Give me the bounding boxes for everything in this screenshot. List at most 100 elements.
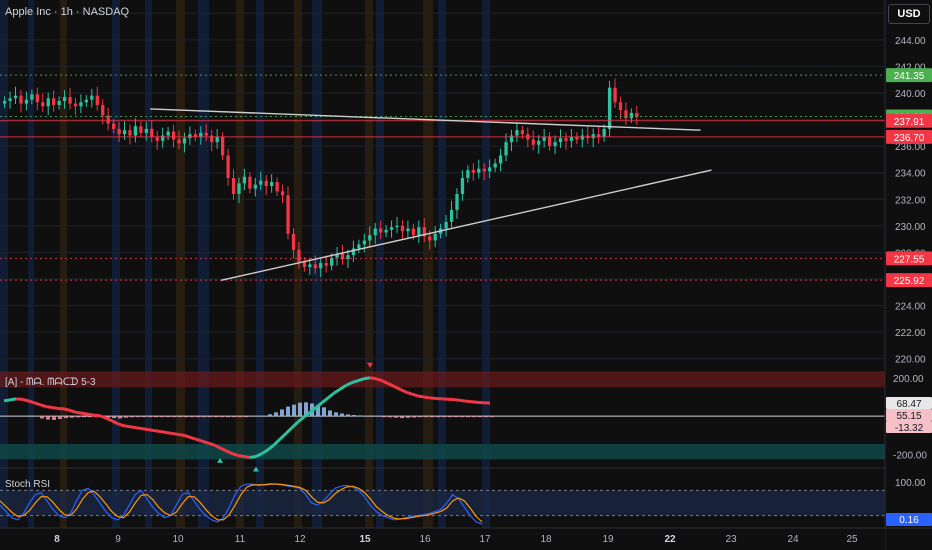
candle-body <box>417 227 421 236</box>
candle-body <box>635 112 639 117</box>
macd-line-segment <box>105 416 113 423</box>
macd-line-segment <box>213 443 221 450</box>
candle-body <box>488 167 492 172</box>
price-tick-label: 242.00 <box>895 62 926 73</box>
macd-histogram-bar <box>214 416 218 418</box>
macd-histogram-bar <box>166 416 170 418</box>
candle-body <box>139 126 143 133</box>
macd-line-segment <box>63 407 71 412</box>
macd-histogram-bar <box>46 416 50 420</box>
macd-line-segment <box>117 422 125 428</box>
macd-histogram-bar <box>88 416 92 418</box>
price-axis[interactable]: 246.00244.00242.00240.00238.00236.00234.… <box>884 0 932 550</box>
candle-body <box>188 134 192 139</box>
macd-tick-label: 200.00 <box>893 374 924 385</box>
candle-body <box>286 195 290 234</box>
candle-body <box>248 176 252 189</box>
candle-body <box>264 180 268 186</box>
session-band <box>423 0 433 528</box>
macd-histogram-bar <box>406 416 410 418</box>
macd-histogram-bar <box>328 410 332 417</box>
time-axis[interactable]: 8 9 10 11 12 15 16 17 18 19 22 23 24 25 <box>0 527 932 550</box>
candle-body <box>537 140 541 145</box>
macd-line-segment <box>165 430 173 435</box>
macd-histogram-bar <box>190 416 194 418</box>
price-tick-label: 230.00 <box>895 222 926 233</box>
candle-body <box>19 95 23 104</box>
macd-histogram-bar <box>58 416 62 420</box>
macd-histogram-bar <box>220 416 224 418</box>
macd-line-segment <box>9 397 17 402</box>
candle-body <box>449 209 454 222</box>
macd-histogram-bar <box>202 416 206 418</box>
macd-histogram-bar <box>484 416 488 418</box>
candle-body <box>297 249 301 262</box>
macd-indicator-title[interactable]: [A] - ᗰᗩ. ᗰᗩᑕᗪ 5-3 <box>5 377 96 388</box>
candle-body <box>607 87 612 129</box>
candle-body <box>46 98 50 107</box>
stoch-rsi-band <box>0 490 885 516</box>
macd-line-segment <box>297 415 305 424</box>
session-band <box>145 0 152 528</box>
symbol-title[interactable]: Apple Inc · 1h · NASDAQ <box>5 6 130 18</box>
macd-line-segment <box>309 406 317 414</box>
candle-body <box>384 229 388 233</box>
candle-body <box>460 178 465 194</box>
candle-body <box>52 98 56 105</box>
time-tick-label: 16 <box>419 534 431 545</box>
macd-histogram-bar <box>286 406 290 417</box>
macd-sell-signal <box>367 362 373 368</box>
stoch-rsi-indicator-title[interactable]: Stoch RSI <box>5 479 51 490</box>
candle-body <box>57 100 61 105</box>
macd-value: 68.47 <box>896 399 921 410</box>
macd-line-segment <box>369 376 377 381</box>
macd-histogram-bar <box>142 416 146 418</box>
macd-histogram-bar <box>232 416 236 418</box>
macd-histogram-bar <box>52 416 56 420</box>
macd-line-segment <box>171 431 179 436</box>
candle-body <box>155 136 159 141</box>
macd-histogram-bar <box>178 416 182 418</box>
macd-line-segment <box>159 430 167 434</box>
macd-line-segment <box>429 396 437 400</box>
macd-tick-label: -200.00 <box>893 451 927 462</box>
macd-histogram-bar <box>352 415 356 417</box>
candle-body <box>150 128 154 137</box>
macd-line-segment <box>177 432 185 437</box>
macd-histogram-bar <box>148 416 152 418</box>
candle-body <box>90 95 94 100</box>
macd-line-segment <box>69 408 77 414</box>
stoch-rsi-d-line <box>0 483 483 523</box>
macd-line-segment <box>75 410 83 415</box>
macd-line-segment <box>201 439 209 445</box>
macd-line-segment <box>129 425 137 430</box>
price-level-tag <box>886 129 932 144</box>
candle-body <box>237 183 241 194</box>
session-band <box>312 0 322 528</box>
price-level-value: 237.91 <box>894 117 925 128</box>
time-tick-label: 8 <box>54 534 60 545</box>
candle-body <box>335 253 339 258</box>
trendlines[interactable] <box>150 108 712 282</box>
macd-line-segment <box>387 382 395 388</box>
session-band <box>294 0 302 528</box>
currency-button[interactable]: USD <box>888 4 930 24</box>
candle-body <box>580 135 584 140</box>
macd-histogram-bar <box>130 416 134 418</box>
candle-body <box>128 130 132 136</box>
macd-line-segment <box>375 377 383 383</box>
macd-line-segment <box>219 446 227 453</box>
time-tick-label: 18 <box>540 534 552 545</box>
macd-line-segment <box>99 414 107 420</box>
candle-body <box>509 135 514 143</box>
macd-histogram-bar <box>172 416 176 418</box>
price-level-value: 241.35 <box>894 71 925 82</box>
candle-body <box>351 248 356 256</box>
candle-body <box>613 87 617 103</box>
macd-value-tag <box>886 421 932 433</box>
macd-histogram-bar <box>226 416 230 418</box>
price-tick-label: 232.00 <box>895 195 926 206</box>
macd-histogram-bar <box>388 416 392 418</box>
candle-body <box>302 261 307 268</box>
